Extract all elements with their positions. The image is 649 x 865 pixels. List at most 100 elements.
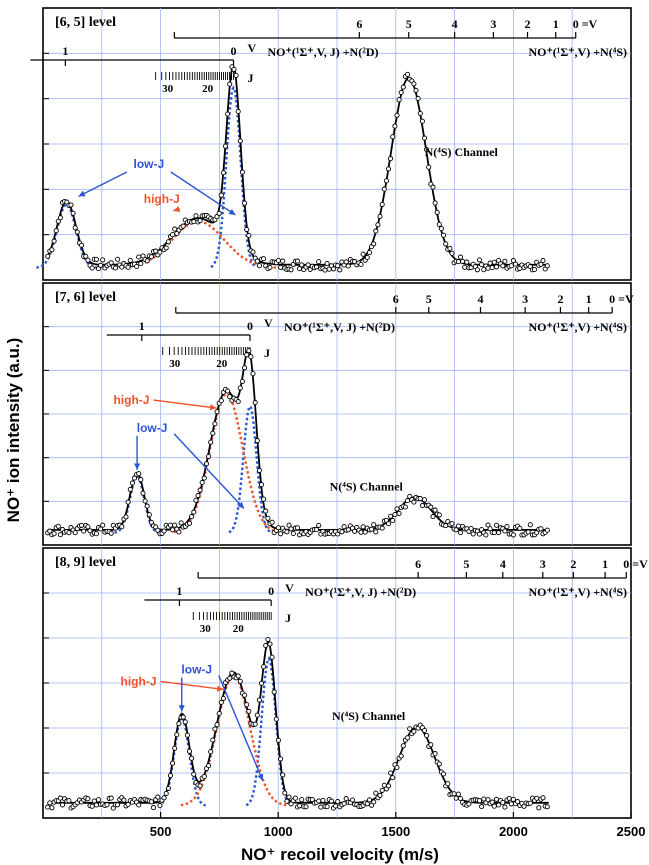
data-point: [85, 524, 91, 530]
panel-label: [6, 5] level: [55, 15, 116, 30]
annotation-high-j: high-J: [144, 192, 180, 206]
data-point: [199, 479, 205, 486]
data-point: [184, 732, 190, 738]
data-point: [146, 512, 152, 518]
data-point: [419, 503, 425, 509]
data-point: [45, 253, 51, 259]
data-point: [476, 531, 483, 537]
data-point: [282, 790, 288, 796]
data-point: [396, 97, 402, 103]
v-scale-top-label: 0: [573, 17, 579, 31]
v-scale-low-label: 0: [231, 44, 237, 58]
data-point: [405, 498, 411, 504]
data-point: [195, 492, 201, 499]
data-point: [278, 531, 284, 537]
data-point: [172, 745, 178, 751]
component-low-j: [210, 85, 257, 268]
data-point: [201, 475, 207, 481]
data-point: [248, 354, 254, 360]
data-point: [70, 210, 76, 216]
data-point: [385, 521, 392, 527]
data-point: [286, 522, 292, 528]
data-point: [203, 461, 210, 467]
data-point: [57, 215, 63, 221]
data-point: [121, 797, 127, 803]
data-point: [451, 791, 457, 797]
data-point: [379, 525, 385, 531]
data-point: [81, 528, 87, 534]
arrow-low-j: [218, 675, 264, 781]
channel-label-n2d: NO⁺(¹Σ⁺,V, J) +N(²D): [305, 585, 416, 599]
j-scale-label: 30: [162, 83, 174, 95]
data-point: [476, 257, 483, 263]
data-point: [432, 507, 438, 513]
data-point: [377, 213, 383, 219]
data-point: [362, 529, 368, 535]
data-point: [349, 797, 356, 803]
data-point: [339, 529, 345, 535]
data-point: [313, 264, 320, 270]
data-point: [430, 184, 436, 190]
data-point: [493, 796, 500, 802]
data-point: [256, 697, 262, 703]
data-point: [98, 262, 104, 268]
data-point: [208, 749, 214, 755]
data-point: [174, 732, 180, 738]
data-point: [464, 259, 470, 265]
data-point: [502, 258, 508, 264]
data-point: [256, 263, 262, 269]
data-point: [172, 226, 178, 232]
data-point: [278, 756, 284, 762]
data-point: [286, 794, 292, 800]
arrow-low-j-head: [257, 773, 264, 781]
data-point: [411, 499, 417, 505]
data-point: [536, 805, 542, 811]
data-point: [398, 753, 404, 759]
data-point: [140, 490, 146, 496]
v-scale-top-label: 1: [553, 17, 559, 31]
data-point: [263, 508, 269, 514]
data-point: [229, 670, 235, 676]
data-point: [100, 257, 106, 263]
data-point: [108, 530, 114, 536]
data-point: [426, 164, 432, 170]
data-point: [383, 178, 389, 184]
data-point: [481, 267, 487, 273]
data-point: [180, 714, 186, 720]
data-point: [438, 226, 444, 232]
data-point: [242, 365, 248, 371]
data-point: [369, 526, 375, 532]
data-point: [246, 708, 252, 714]
data-point: [358, 261, 364, 268]
data-point: [206, 453, 212, 459]
component-low-j: [36, 203, 97, 269]
data-point: [155, 794, 161, 800]
data-point: [457, 530, 464, 536]
v-scale-top-label: 5: [426, 292, 432, 306]
data-point: [487, 526, 493, 532]
data-point: [144, 503, 150, 509]
data-point: [294, 525, 301, 531]
v-scale-top-label: 6: [393, 292, 399, 306]
data-point: [330, 266, 337, 272]
data-point: [316, 798, 322, 804]
data-point: [544, 804, 550, 810]
data-point: [218, 398, 224, 404]
data-point: [235, 673, 241, 679]
data-point: [453, 795, 459, 801]
data-point: [231, 66, 237, 72]
data-point: [436, 512, 442, 518]
data-point: [271, 689, 277, 695]
data-point: [214, 722, 220, 728]
data-point: [115, 256, 121, 262]
data-point: [220, 170, 226, 176]
data-point: [51, 531, 57, 537]
data-point: [375, 222, 381, 228]
data-point: [299, 262, 305, 268]
x-tick-label: 2000: [499, 824, 528, 839]
data-point: [79, 242, 85, 248]
data-point: [201, 773, 207, 780]
data-point: [500, 263, 506, 269]
data-point: [394, 506, 400, 512]
data-point: [127, 257, 133, 263]
